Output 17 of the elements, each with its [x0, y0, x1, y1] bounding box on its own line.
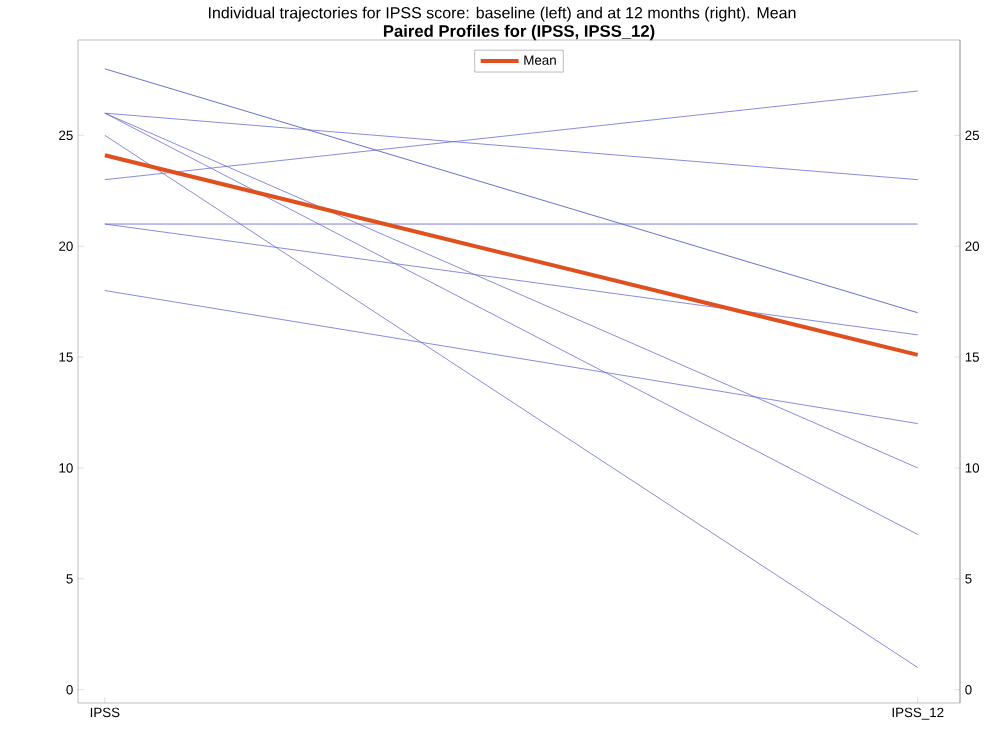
y-tick-label: 10: [59, 463, 73, 473]
y-tick-label: 5: [66, 574, 73, 584]
y2-tick-label: 25: [965, 130, 979, 141]
y2-tick-label: 20: [965, 241, 980, 251]
y2-tick-label: 10: [965, 463, 980, 473]
y-tick-label: 15: [59, 352, 73, 362]
y-tick-label: 0: [66, 684, 73, 695]
x-tick-label: IPSS: [90, 707, 120, 718]
y2-tick-label: 0: [965, 684, 972, 695]
legend-label: Mean: [524, 55, 556, 65]
y-tick-label: 20: [59, 241, 73, 251]
y-tick-label: 25: [59, 130, 73, 141]
text: Individual trajectories for IPSS score: baseline (left) and at 12 months (right). Mean: [208, 6, 796, 22]
y2-tick-label: 5: [965, 574, 972, 584]
y2-tick-label: 15: [965, 352, 979, 362]
x-tick-label: IPSS_12: [892, 707, 944, 720]
chart-title: Paired Profiles for (IPSS, IPSS_12): [383, 24, 655, 41]
